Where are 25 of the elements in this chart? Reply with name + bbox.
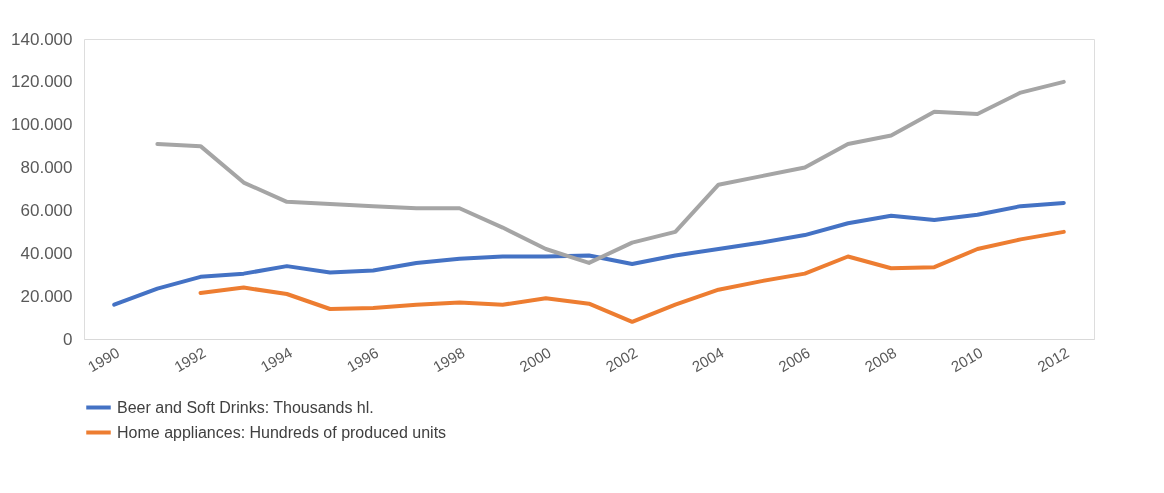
line-series xyxy=(155,79,1066,265)
line-series xyxy=(198,229,1066,324)
x-tick-label: 2010 xyxy=(948,343,986,376)
y-tick-label: 60.000 xyxy=(20,200,73,220)
x-tick-label: 1994 xyxy=(257,343,295,376)
x-tick-label: 2000 xyxy=(516,343,554,376)
legend-label: Beer and Soft Drinks: Thousands hl. xyxy=(117,398,374,416)
legend-label: Home appliances: Hundreds of produced units xyxy=(117,423,447,441)
y-tick-label: 140.000 xyxy=(11,29,73,49)
y-tick-label: 120.000 xyxy=(11,72,73,92)
x-tick-label: 2008 xyxy=(861,343,900,376)
line-series xyxy=(112,200,1066,307)
x-tick-label: 1996 xyxy=(343,343,382,376)
x-tick-label: 2012 xyxy=(1034,343,1072,376)
y-tick-label: 40.000 xyxy=(20,243,73,263)
x-tick-label: 2004 xyxy=(689,343,727,376)
y-tick-label: 20.000 xyxy=(20,286,73,306)
y-tick-label: 0 xyxy=(63,329,73,349)
x-tick-label: 2006 xyxy=(775,343,813,376)
x-tick-label: 1998 xyxy=(430,343,468,376)
x-tick-label: 1990 xyxy=(84,343,123,376)
y-tick-label: 100.000 xyxy=(11,115,73,135)
x-tick-label: 1992 xyxy=(171,343,209,376)
x-tick-label: 2002 xyxy=(602,343,641,376)
y-tick-label: 80.000 xyxy=(20,158,73,178)
